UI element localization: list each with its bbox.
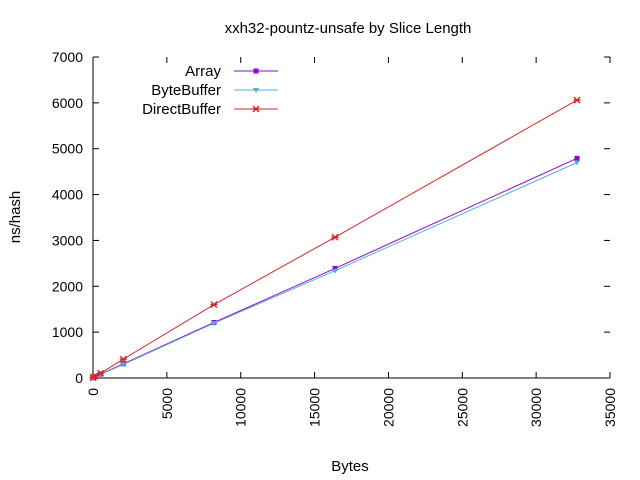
- data-point: [119, 355, 127, 363]
- legend-label: Array: [185, 63, 221, 80]
- data-point: [91, 372, 99, 380]
- data-point: [211, 321, 218, 327]
- data-point: [210, 301, 218, 309]
- data-point: [331, 233, 339, 241]
- x-ticks: 0 5000 10000 15000 20000 25000 30000 35000: [85, 57, 618, 427]
- legend-marker: [253, 88, 259, 93]
- x-tick-label: 5000: [159, 388, 175, 419]
- legend-label: ByteBuffer: [151, 82, 221, 99]
- y-tick-label: 0: [75, 370, 83, 386]
- chart-title: xxh32-pountz-unsafe by Slice Length: [225, 20, 472, 37]
- series-line: [92, 99, 578, 379]
- y-axis-title: ns/hash: [7, 191, 24, 244]
- legend-item: ByteBuffer: [151, 82, 278, 99]
- series-array: [90, 155, 580, 381]
- legend-item: DirectBuffer: [142, 101, 278, 118]
- legend-marker: [253, 68, 259, 74]
- series-bytebuffer: [90, 160, 581, 381]
- y-tick-label: 4000: [52, 187, 83, 203]
- data-point: [574, 160, 581, 166]
- legend: Array ByteBuffer DirectBuffer: [142, 63, 278, 118]
- x-axis-title: Bytes: [331, 458, 369, 475]
- x-tick-label: 25000: [454, 388, 470, 427]
- x-tick-label: 10000: [233, 388, 249, 427]
- x-tick-label: 20000: [380, 388, 396, 427]
- x-tick-label: 35000: [602, 388, 618, 427]
- legend-marker: [252, 105, 260, 113]
- x-tick-label: 30000: [528, 388, 544, 427]
- data-point: [332, 268, 339, 274]
- data-point: [97, 369, 105, 377]
- y-tick-label: 2000: [52, 278, 83, 294]
- data-point: [120, 362, 127, 368]
- legend-item: Array: [185, 63, 278, 80]
- y-tick-label: 7000: [52, 49, 83, 65]
- data-point: [574, 155, 580, 161]
- x-tick-label: 0: [85, 388, 101, 396]
- y-ticks: 0 1000 2000 3000 4000 5000 6000 7000: [52, 49, 610, 386]
- y-tick-label: 6000: [52, 95, 83, 111]
- plot-frame: [92, 57, 610, 379]
- y-tick-label: 3000: [52, 232, 83, 248]
- data-point: [332, 265, 338, 271]
- y-tick-label: 1000: [52, 324, 83, 340]
- series-directbuffer: [89, 96, 581, 382]
- series-layer: [89, 96, 581, 382]
- legend-label: DirectBuffer: [142, 101, 221, 118]
- y-tick-label: 5000: [52, 141, 83, 157]
- x-tick-label: 15000: [307, 388, 323, 427]
- data-point: [573, 96, 581, 104]
